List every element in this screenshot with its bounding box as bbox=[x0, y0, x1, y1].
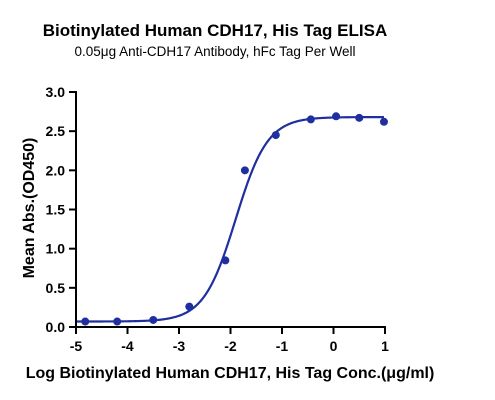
x-tick-label: 1 bbox=[381, 338, 389, 354]
y-tick-label: 1.5 bbox=[46, 202, 66, 218]
chart-title: Biotinylated Human CDH17, His Tag ELISA bbox=[43, 21, 387, 40]
data-point bbox=[81, 317, 90, 326]
fit-curve bbox=[77, 115, 384, 323]
data-point bbox=[379, 117, 388, 126]
x-tick-label: -4 bbox=[121, 338, 134, 354]
data-point bbox=[113, 317, 122, 326]
x-tick-label: -2 bbox=[224, 338, 237, 354]
data-point bbox=[149, 315, 158, 324]
y-tick-label: 0.0 bbox=[46, 319, 66, 335]
data-point bbox=[332, 112, 341, 121]
data-points bbox=[81, 112, 388, 326]
chart-subtitle: 0.05μg Anti-CDH17 Antibody, hFc Tag Per … bbox=[75, 44, 356, 59]
y-tick-label: 2.0 bbox=[46, 162, 66, 178]
x-tick-label: 0 bbox=[330, 338, 338, 354]
data-point bbox=[306, 115, 315, 124]
x-ticks: -5 -4 -3 -2 -1 0 1 bbox=[70, 327, 389, 354]
x-tick-label: -1 bbox=[276, 338, 289, 354]
y-tick-label: 3.0 bbox=[46, 84, 66, 100]
y-tick-label: 2.5 bbox=[46, 123, 66, 139]
y-tick-label: 1.0 bbox=[46, 241, 66, 257]
y-tick-label: 0.5 bbox=[46, 280, 66, 296]
axes bbox=[75, 91, 386, 328]
x-axis-title: Log Biotinylated Human CDH17, His Tag Co… bbox=[26, 365, 435, 382]
x-tick-label: -3 bbox=[173, 338, 186, 354]
data-point bbox=[185, 302, 194, 311]
y-axis-title: Mean Abs.(OD450) bbox=[21, 138, 38, 279]
data-point bbox=[240, 166, 249, 175]
data-point bbox=[355, 113, 364, 122]
data-point bbox=[221, 256, 230, 265]
data-point bbox=[271, 131, 280, 140]
y-ticks: 0.0 0.5 1.0 1.5 2.0 2.5 3.0 bbox=[46, 84, 76, 335]
x-tick-label: -5 bbox=[70, 338, 83, 354]
